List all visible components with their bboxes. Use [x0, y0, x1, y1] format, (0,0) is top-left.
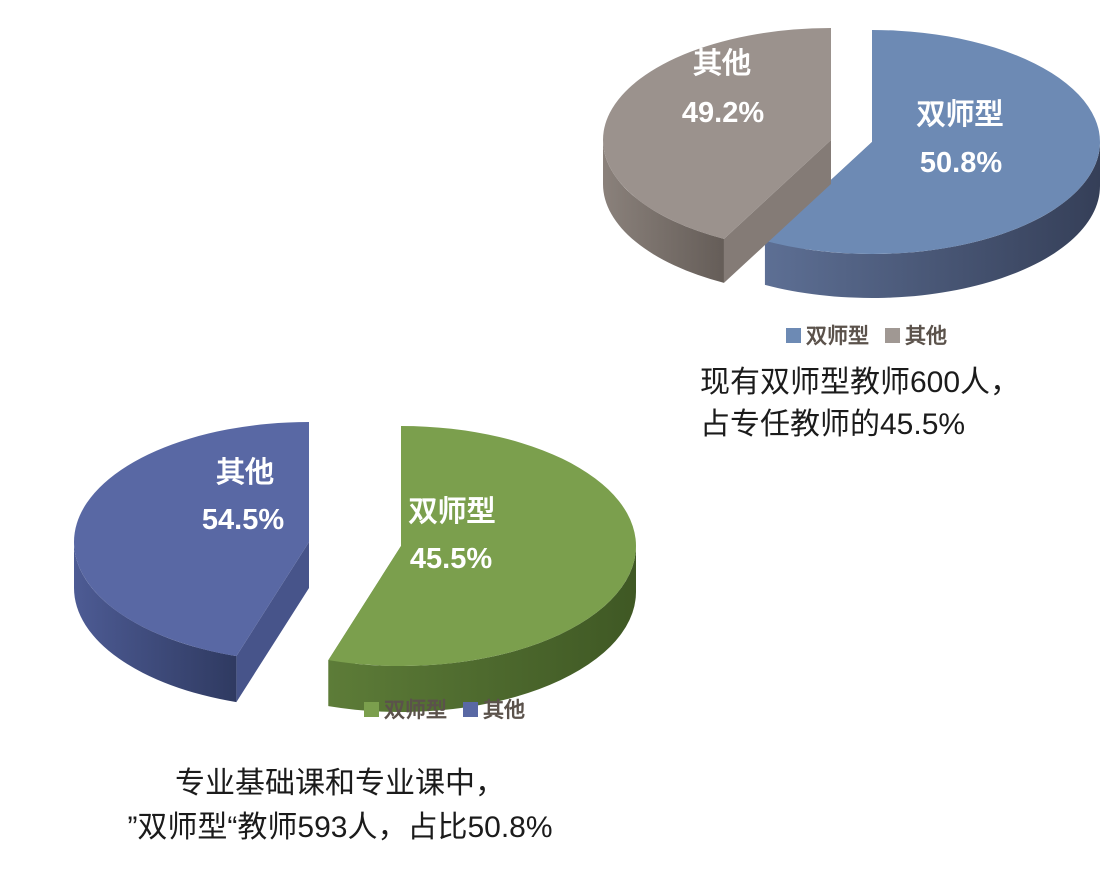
- slice-percent-label: 49.2%: [682, 97, 764, 129]
- slice-percent-label: 54.5%: [202, 504, 284, 536]
- slice-name-label: 双师型: [916, 98, 1003, 131]
- slice-percent-label: 45.5%: [410, 543, 492, 575]
- legend-teachers-total: 双师型 其他: [786, 320, 947, 350]
- caption-line: 占专任教师的45.5%: [700, 408, 966, 441]
- slice-name-label: 双师型: [408, 495, 495, 528]
- caption-line: ”双师型“教师593人，占比50.8%: [127, 811, 553, 844]
- legend-label-qita: 其他: [483, 699, 525, 722]
- pie-slice-other: 其他 49.2%: [603, 28, 831, 283]
- pie-chart-course-teachers: 双师型 45.5% 其他 54.5%: [74, 422, 636, 712]
- legend-swatch-shuangshixing-icon: [786, 327, 801, 343]
- pie-chart-teachers-total: 双师型 50.8% 其他 49.2%: [603, 28, 1100, 298]
- legend-course-teachers: 双师型 其他: [364, 694, 525, 724]
- legend-label-qita: 其他: [905, 325, 947, 348]
- legend-item-shuangshixing: 双师型: [786, 320, 869, 350]
- slice-name-label: 其他: [216, 456, 274, 489]
- legend-item-qita: 其他: [463, 694, 525, 724]
- slice-percent-label: 50.8%: [920, 147, 1002, 179]
- slice-name-label: 其他: [693, 47, 751, 80]
- pie-slice-primary: 双师型 50.8%: [764, 30, 1100, 298]
- legend-item-qita: 其他: [885, 320, 947, 350]
- caption-course-teachers: 专业基础课和专业课中， ”双师型“教师593人，占比50.8%: [70, 762, 610, 850]
- legend-label-shuangshixing: 双师型: [806, 325, 869, 348]
- caption-line: 专业基础课和专业课中，: [175, 767, 505, 800]
- caption-line: 现有双师型教师600人，: [700, 366, 1021, 399]
- pie-slice-other: 其他 54.5%: [74, 422, 309, 703]
- legend-swatch-qita-icon: [463, 701, 478, 717]
- legend-swatch-shuangshixing-icon: [364, 701, 379, 717]
- caption-teachers-total: 现有双师型教师600人， 占专任教师的45.5%: [700, 362, 1108, 446]
- pie-slice-primary: 双师型 45.5%: [328, 426, 636, 712]
- legend-item-shuangshixing: 双师型: [364, 694, 447, 724]
- legend-label-shuangshixing: 双师型: [384, 699, 447, 722]
- legend-swatch-qita-icon: [885, 327, 900, 343]
